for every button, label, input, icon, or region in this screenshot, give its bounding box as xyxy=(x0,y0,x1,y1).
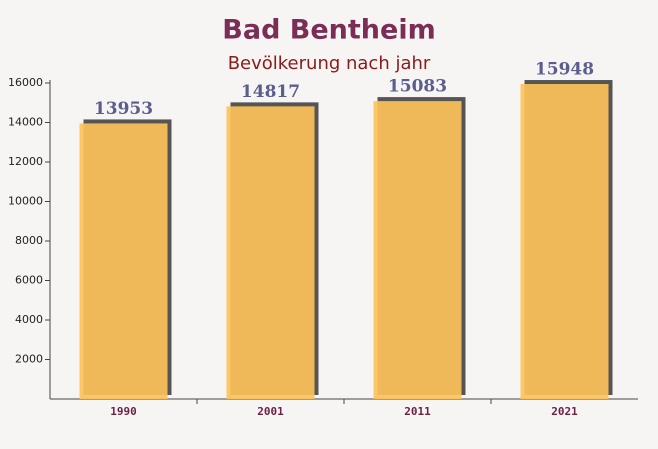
y-tick-label: 6000 xyxy=(15,274,43,287)
y-tick-label: 14000 xyxy=(8,116,43,129)
x-tick-label: 2011 xyxy=(404,405,431,418)
bar xyxy=(373,101,462,399)
x-tick-label: 1990 xyxy=(110,405,137,418)
y-tick-label: 2000 xyxy=(15,353,43,366)
value-label: 15083 xyxy=(388,77,447,97)
value-label: 13953 xyxy=(94,99,153,119)
value-label: 14817 xyxy=(241,82,300,102)
x-tick-label: 2001 xyxy=(257,405,284,418)
y-tick-label: 10000 xyxy=(8,195,43,208)
value-label: 15948 xyxy=(535,60,594,80)
x-tick-label: 2021 xyxy=(551,405,578,418)
chart-subtitle: Bevölkerung nach jahr xyxy=(228,53,431,74)
y-tick-label: 4000 xyxy=(15,313,43,326)
bar xyxy=(226,106,315,399)
chart-title: Bad Bentheim xyxy=(222,15,435,46)
bar xyxy=(520,84,609,399)
y-tick-label: 8000 xyxy=(15,234,43,247)
bar xyxy=(79,123,168,399)
y-tick-label: 16000 xyxy=(8,76,43,89)
y-tick-label: 12000 xyxy=(8,155,43,168)
